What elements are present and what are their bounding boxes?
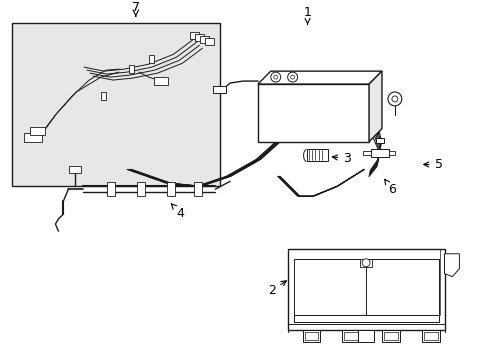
Bar [383, 332, 397, 340]
Polygon shape [257, 71, 381, 84]
Circle shape [362, 259, 369, 267]
Text: 6: 6 [384, 179, 395, 196]
Polygon shape [148, 55, 153, 63]
Bar [257, 84, 368, 141]
Polygon shape [129, 65, 134, 73]
Bar [421, 330, 439, 342]
Circle shape [391, 96, 397, 102]
Bar [344, 332, 357, 340]
Text: 2: 2 [267, 281, 286, 297]
Bar [23, 133, 41, 141]
Text: 7: 7 [132, 1, 140, 14]
Bar [12, 23, 220, 186]
Bar [107, 182, 115, 196]
Bar [213, 86, 225, 93]
Circle shape [290, 75, 294, 79]
Bar [195, 35, 204, 41]
Bar [363, 150, 370, 154]
Bar [357, 330, 373, 342]
Bar [137, 182, 144, 196]
Circle shape [387, 92, 401, 106]
Bar [388, 150, 394, 154]
Bar [304, 332, 318, 340]
Bar [423, 332, 437, 340]
Bar [359, 259, 371, 267]
Text: 4: 4 [171, 204, 184, 220]
Bar [205, 39, 214, 45]
Bar [166, 182, 174, 196]
Circle shape [287, 72, 297, 82]
Text: 1: 1 [303, 6, 311, 24]
Polygon shape [101, 92, 106, 100]
Circle shape [270, 72, 280, 82]
Bar [293, 259, 438, 315]
Polygon shape [368, 71, 381, 141]
Bar [375, 138, 383, 143]
Text: 3: 3 [332, 152, 350, 165]
Polygon shape [444, 254, 458, 276]
Bar [190, 32, 199, 39]
Bar [381, 330, 399, 342]
Bar [194, 182, 202, 196]
Bar [302, 330, 320, 342]
Bar [370, 149, 388, 157]
Bar [287, 249, 444, 330]
Text: 5: 5 [423, 158, 442, 171]
Bar [153, 77, 167, 85]
Bar [69, 166, 81, 174]
Bar [30, 127, 45, 135]
Bar [306, 149, 328, 162]
Bar [200, 36, 209, 43]
Circle shape [273, 75, 277, 79]
Bar [342, 330, 359, 342]
